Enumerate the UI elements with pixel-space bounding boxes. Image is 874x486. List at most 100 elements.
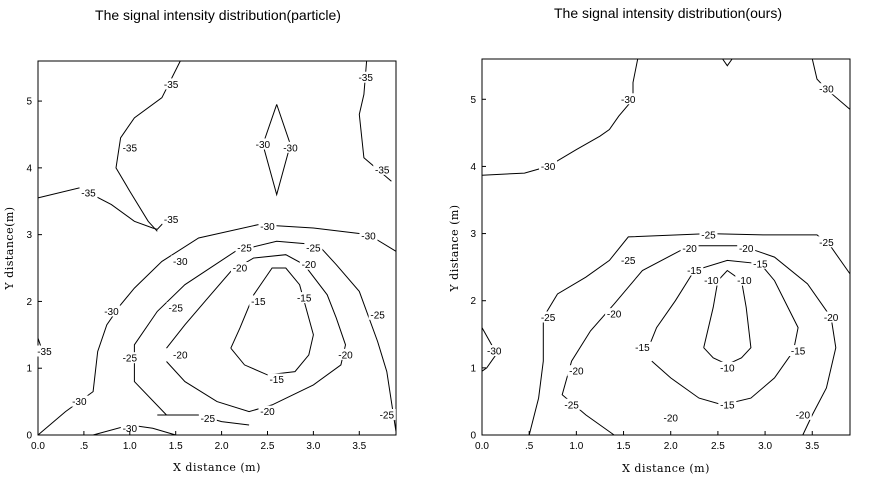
contour-label-background — [373, 163, 392, 175]
left-x-axis-label: X distance (m) — [173, 461, 261, 474]
contour-label: -25 — [621, 256, 636, 267]
contour-label: -15 — [720, 400, 735, 411]
contour-label: -20 — [607, 310, 622, 321]
contour-label: -25 — [380, 410, 395, 421]
right-contour-lines — [481, 58, 851, 436]
left-contour-labels: -35-35-35-35-35-35-35-30 -30-30-30-30-30-… — [35, 71, 396, 435]
contour-label-background — [661, 412, 680, 424]
contour-label: -30 — [173, 257, 188, 268]
contour-label: -25 — [701, 230, 716, 241]
contour-label: -20 — [739, 244, 754, 255]
contour-label: -10 — [737, 276, 752, 287]
contour-label: -35 — [164, 215, 179, 226]
contour-label-background — [171, 255, 190, 267]
x-tick-label: 2.0 — [215, 441, 229, 452]
contour-label-background — [735, 274, 754, 286]
y-tick-label: 3 — [26, 230, 32, 241]
contour-label: -25 — [370, 310, 385, 321]
contour-line--15 — [646, 259, 799, 406]
contour-label: -25 — [123, 354, 138, 365]
contour-label-background — [162, 213, 181, 225]
contour-label: -30 — [361, 231, 376, 242]
contour-label: -20 — [569, 367, 584, 378]
contour-label-background — [198, 412, 217, 424]
contour-line--30 — [481, 58, 639, 176]
contour-label: -35 — [37, 347, 52, 358]
contour-label-background — [295, 292, 314, 304]
right-x-ticks: 0.0 .5 1.0 1.5 2.0 2.5 3.0 3.5 — [475, 431, 820, 452]
contour-label-background — [120, 352, 139, 364]
contour-label: -15 — [635, 343, 650, 354]
contour-label-background — [539, 160, 558, 172]
y-tick-label: 4 — [470, 162, 476, 173]
x-tick-label: 1.5 — [169, 441, 183, 452]
contour-label-background — [70, 395, 89, 407]
contour-label-background — [718, 361, 737, 373]
y-tick-label: 5 — [470, 95, 476, 106]
contour-label: -35 — [358, 73, 373, 84]
left-contour-panel: The signal intensity distribution(partic… — [3, 7, 397, 474]
contour-label: -35 — [164, 80, 179, 91]
contour-label: -20 — [824, 313, 839, 324]
contour-line--20 — [561, 245, 837, 436]
contour-label-background — [737, 242, 756, 254]
contour-label: -25 — [201, 414, 216, 425]
contour-line--25 — [528, 233, 851, 436]
contour-label-background — [685, 264, 704, 276]
contour-label: -15 — [297, 294, 312, 305]
y-tick-label: 0 — [26, 431, 32, 442]
contour-label-background — [356, 71, 375, 83]
contour-label: -20 — [682, 244, 697, 255]
contour-label: -20 — [338, 350, 353, 361]
contour-line--30 — [262, 104, 291, 197]
contour-label: -15 — [269, 375, 284, 386]
contour-label-background — [539, 311, 558, 323]
contour-label-background — [299, 258, 318, 270]
contour-label: -25 — [237, 244, 252, 255]
contour-label-background — [368, 308, 387, 320]
right-contour-labels: -30 -30 -30 -30 -25 -25 -25 -25 -25 -20 -20 -20 -20 -… — [485, 83, 841, 425]
contour-label-background — [605, 308, 624, 320]
contour-label: -30 — [72, 397, 87, 408]
contour-label-background — [120, 141, 139, 153]
contour-line--25 — [133, 240, 397, 432]
contour-line--35 — [37, 187, 172, 230]
contour-label-background — [817, 83, 836, 95]
right-x-axis-label: X distance (m) — [622, 462, 710, 475]
contour-label: -25 — [819, 238, 834, 249]
contour-label: -35 — [81, 189, 96, 200]
contour-label-background — [171, 348, 190, 360]
contour-line--15 — [230, 267, 314, 376]
contour-label-background — [680, 242, 699, 254]
contour-label: -30 — [283, 143, 298, 154]
contour-line--35 — [115, 60, 181, 232]
left-x-ticks: 0.0 .5 1.0 1.5 2.0 2.5 3.0 3.5 — [31, 431, 367, 452]
contour-label: -15 — [791, 347, 806, 358]
y-tick-label: 2 — [26, 297, 32, 308]
contour-label: -30 — [260, 222, 275, 233]
contour-label-background — [619, 93, 638, 105]
contour-label-background — [258, 405, 277, 417]
y-tick-label: 2 — [470, 296, 476, 307]
contour-label-background — [567, 365, 586, 377]
contour-label: -25 — [306, 244, 321, 255]
x-tick-label: 0.0 — [475, 441, 489, 452]
y-tick-label: 5 — [26, 97, 32, 108]
x-tick-label: 2.0 — [664, 441, 678, 452]
x-tick-label: 3.5 — [805, 441, 819, 452]
contour-label: -35 — [123, 143, 138, 154]
left-y-axis-label: Y distance(m) — [3, 206, 16, 290]
contour-line--20 — [166, 254, 347, 413]
x-tick-label: .5 — [525, 441, 534, 452]
contour-line--30 — [92, 424, 176, 436]
contour-label: -30 — [256, 140, 271, 151]
contour-label-background — [120, 422, 139, 434]
contour-label-background — [699, 228, 718, 240]
contour-label: -20 — [233, 264, 248, 275]
contour-label: -30 — [621, 95, 636, 106]
right-plot-frame — [481, 58, 851, 436]
contour-label-background — [281, 141, 300, 153]
x-tick-label: 1.0 — [569, 441, 583, 452]
contour-label-background — [702, 274, 721, 286]
contour-label: -30 — [487, 347, 502, 358]
